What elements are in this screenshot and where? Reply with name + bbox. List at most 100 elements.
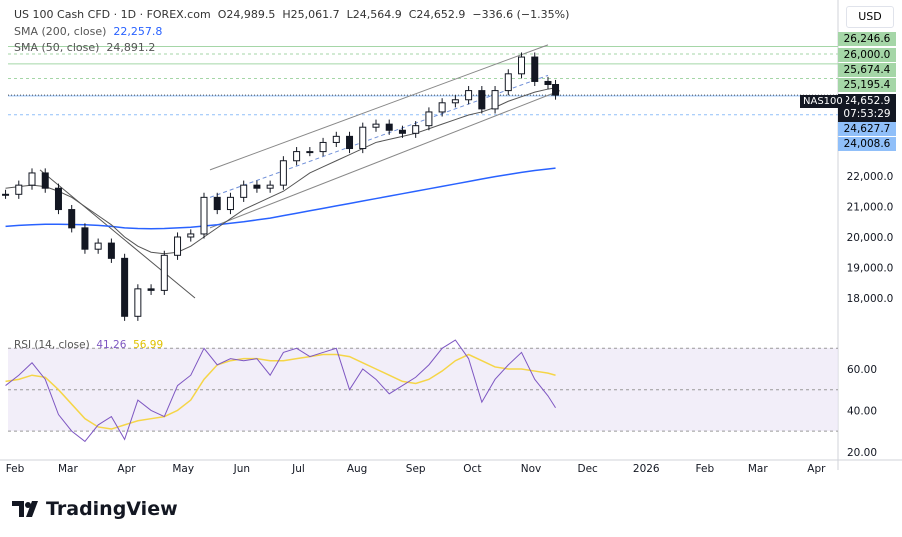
candle xyxy=(359,126,367,150)
time-tick-label: Nov xyxy=(521,463,542,475)
candle xyxy=(451,99,459,104)
price-tick-label: 18,000.0 xyxy=(847,293,894,305)
rsi-tick-label: 60.00 xyxy=(847,364,877,376)
candle xyxy=(94,242,102,250)
candle xyxy=(279,160,287,186)
ohlc-legend: US 100 Cash CFD · 1D · FOREX.com O24,989… xyxy=(14,8,569,21)
candle xyxy=(68,209,76,229)
candle xyxy=(54,187,62,211)
candle xyxy=(491,90,499,110)
change-value: −336.6 (−1.35%) xyxy=(472,8,570,21)
candle xyxy=(319,141,327,153)
close-value: C24,652.9 xyxy=(408,8,466,21)
candle xyxy=(15,184,23,195)
candle xyxy=(398,129,406,134)
candle xyxy=(504,73,512,92)
candle xyxy=(266,184,274,189)
level-label: 24,008.6 xyxy=(838,137,896,151)
candle xyxy=(226,196,234,211)
rsi-label: RSI (14, close) xyxy=(14,339,90,351)
candle xyxy=(187,233,195,238)
candle xyxy=(160,254,168,291)
rsi-ma-value: 56.99 xyxy=(133,339,164,351)
candle xyxy=(174,236,182,256)
channel-upper-line xyxy=(209,44,549,171)
low-value: L24,564.9 xyxy=(346,8,402,21)
candle xyxy=(134,288,142,317)
price-tick-label: 20,000.0 xyxy=(847,232,894,244)
time-tick-label: Jun xyxy=(233,463,250,475)
sma50-legend[interactable]: SMA (50, close) 24,891.2 xyxy=(14,41,155,54)
time-tick-label: Apr xyxy=(117,463,136,475)
symbol-title[interactable]: US 100 Cash CFD · 1D · FOREX.com xyxy=(14,8,211,21)
price-tick-label: 22,000.0 xyxy=(847,171,894,183)
candle xyxy=(2,193,10,196)
sma50-value: 24,891.2 xyxy=(106,41,156,54)
level-label: 26,000.0 xyxy=(838,48,896,62)
level-label: 25,195.4 xyxy=(838,78,896,92)
time-tick-label: Sep xyxy=(406,463,426,475)
last-price-label: 24,652.9 07:53:29 xyxy=(838,94,896,124)
time-tick-label: Jul xyxy=(291,463,305,475)
time-tick-label: Dec xyxy=(578,463,599,475)
candle xyxy=(346,135,354,150)
time-tick-label: Feb xyxy=(696,463,715,475)
candle xyxy=(200,196,208,235)
currency-label[interactable]: USD xyxy=(846,6,894,28)
candle xyxy=(544,80,552,85)
candle xyxy=(372,123,380,128)
symbol-tag: NAS100 xyxy=(800,95,846,108)
rsi-tick-label: 20.00 xyxy=(847,447,877,459)
candle xyxy=(213,196,221,211)
price-tick-label: 21,000.0 xyxy=(847,202,894,214)
trendline xyxy=(39,169,196,299)
logo-text: TradingView xyxy=(46,498,178,520)
candle xyxy=(306,151,314,154)
candle xyxy=(240,184,248,198)
sma200-legend[interactable]: SMA (200, close) 22,257.8 xyxy=(14,25,162,38)
candle xyxy=(552,84,560,96)
price-tick-label: 19,000.0 xyxy=(847,263,894,275)
channel-lower-line xyxy=(209,90,561,229)
candle xyxy=(107,242,115,259)
candle xyxy=(28,172,36,186)
rsi-ma-line xyxy=(5,353,556,430)
candle xyxy=(293,151,301,162)
bar-countdown: 07:53:29 xyxy=(843,108,891,120)
rsi-legend[interactable]: RSI (14, close) 41.26 56.99 xyxy=(14,339,163,351)
sma200-line xyxy=(5,167,556,230)
level-label: 26,246.6 xyxy=(838,32,896,46)
time-tick-label: May xyxy=(172,463,194,475)
time-tick-label: Mar xyxy=(748,463,768,475)
time-tick-label: Mar xyxy=(58,463,78,475)
candle xyxy=(478,90,486,110)
rsi-line xyxy=(5,339,556,443)
sma50-label: SMA (50, close) xyxy=(14,41,100,54)
level-label: 25,674.4 xyxy=(838,63,896,77)
candle xyxy=(425,111,433,127)
candle xyxy=(412,125,420,134)
last-price: 24,652.9 xyxy=(843,95,891,107)
sma50-line xyxy=(5,87,556,255)
sma200-label: SMA (200, close) xyxy=(14,25,107,38)
time-tick-label: 2026 xyxy=(633,463,660,475)
candle xyxy=(121,257,129,317)
high-value: H25,061.7 xyxy=(282,8,340,21)
candle xyxy=(81,227,89,250)
candle xyxy=(385,123,393,131)
sma200-value: 22,257.8 xyxy=(113,25,163,38)
candle xyxy=(147,288,155,291)
candle xyxy=(465,90,473,101)
time-tick-label: Aug xyxy=(347,463,368,475)
channel-mid-line xyxy=(209,74,549,198)
level-label: 24,627.7 xyxy=(838,122,896,136)
open-value: O24,989.5 xyxy=(217,8,276,21)
tradingview-logo[interactable]: TradingView xyxy=(12,498,178,520)
time-tick-label: Apr xyxy=(807,463,826,475)
candle xyxy=(438,102,446,113)
candle xyxy=(531,56,539,82)
rsi-value: 41.26 xyxy=(96,339,127,351)
candle xyxy=(332,135,340,143)
